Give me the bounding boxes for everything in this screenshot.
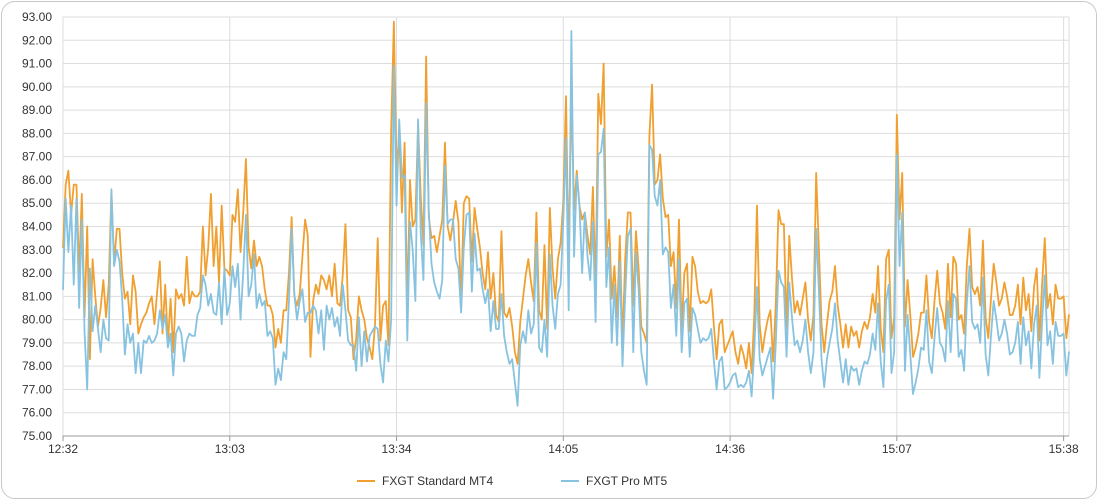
x-tick-label: 14:36 xyxy=(715,442,745,456)
y-tick-label: 89.00 xyxy=(22,103,52,117)
y-tick-label: 88.00 xyxy=(22,126,52,140)
y-tick-label: 86.00 xyxy=(22,173,52,187)
y-tick-label: 76.00 xyxy=(22,406,52,420)
x-axis-ticks: 12:3213:0313:3414:0514:3615:0715:3816:09… xyxy=(48,436,1079,456)
y-tick-label: 90.00 xyxy=(22,80,52,94)
y-tick-label: 85.00 xyxy=(22,196,52,210)
x-tick-label: 14:05 xyxy=(548,442,578,456)
x-tick-label: 15:38 xyxy=(1049,442,1079,456)
x-tick-label: 13:03 xyxy=(215,442,245,456)
y-tick-label: 87.00 xyxy=(22,150,52,164)
y-tick-label: 93.00 xyxy=(22,10,52,24)
legend-label[interactable]: FXGT Standard MT4 xyxy=(382,474,493,488)
y-axis-ticks: 75.00 76.00 77.00 78.00 79.00 80.00 81.00 82.00… xyxy=(22,10,52,443)
series-lines xyxy=(62,20,1070,407)
y-tick-label: 81.00 xyxy=(22,289,52,303)
series-line-pro-mt5 xyxy=(62,30,1070,407)
y-tick-label: 92.00 xyxy=(22,33,52,47)
y-tick-label: 75.00 xyxy=(22,429,52,443)
y-tick-label: 80.00 xyxy=(22,313,52,327)
y-tick-label: 83.00 xyxy=(22,243,52,257)
y-tick-label: 91.00 xyxy=(22,57,52,71)
y-tick-label: 78.00 xyxy=(22,359,52,373)
y-tick-label: 82.00 xyxy=(22,266,52,280)
grid-lines xyxy=(62,16,1070,437)
x-tick-label: 12:32 xyxy=(48,442,78,456)
x-tick-label: 15:07 xyxy=(882,442,912,456)
series-line-standard-mt4 xyxy=(62,20,1070,375)
x-tick-label: 13:34 xyxy=(382,442,412,456)
legend-label[interactable]: FXGT Pro MT5 xyxy=(586,474,667,488)
y-tick-label: 77.00 xyxy=(22,382,52,396)
y-tick-label: 84.00 xyxy=(22,220,52,234)
legend: FXGT Standard MT4 FXGT Pro MT5 xyxy=(357,474,667,488)
y-tick-label: 79.00 xyxy=(22,336,52,350)
